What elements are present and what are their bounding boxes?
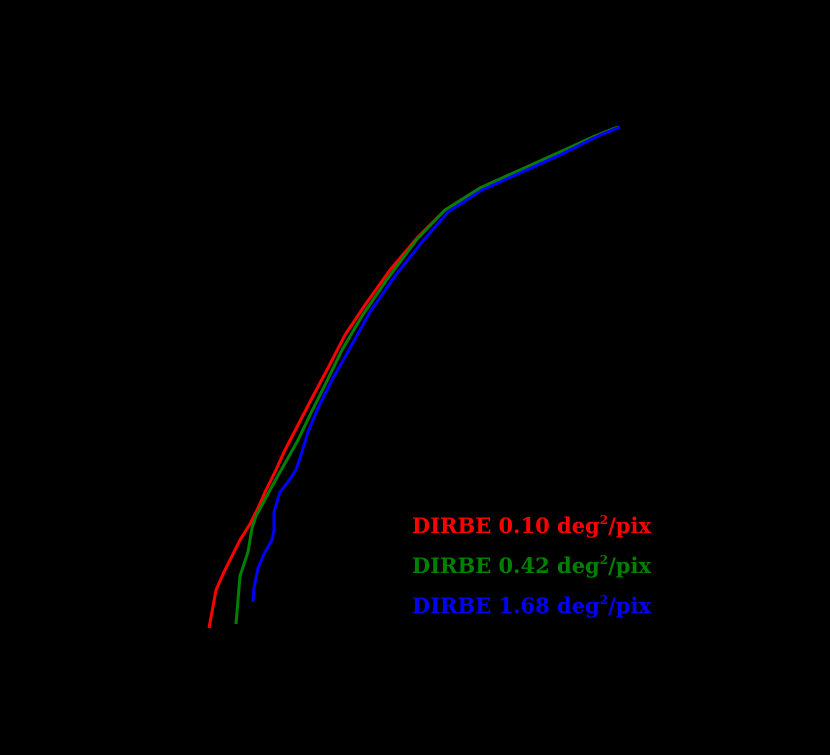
legend-item-0.42: DIRBE 0.42 deg2/pix <box>412 543 651 583</box>
legend-superscript: 2 <box>599 553 609 567</box>
legend-superscript: 2 <box>599 513 609 527</box>
legend-label: DIRBE 0.10 deg <box>412 513 600 538</box>
legend-item-1.68: DIRBE 1.68 deg2/pix <box>412 583 651 623</box>
legend-unit: /pix <box>608 553 651 578</box>
legend-label: DIRBE 1.68 deg <box>412 593 600 618</box>
series-line-2 <box>251 125 621 603</box>
legend-unit: /pix <box>608 593 651 618</box>
legend-unit: /pix <box>608 513 651 538</box>
legend-label: DIRBE 0.42 deg <box>412 553 600 578</box>
legend-item-0.10: DIRBE 0.10 deg2/pix <box>412 503 651 543</box>
series-line-1 <box>234 125 619 625</box>
legend: DIRBE 0.10 deg2/pix DIRBE 0.42 deg2/pix … <box>412 503 651 623</box>
legend-superscript: 2 <box>599 593 609 607</box>
